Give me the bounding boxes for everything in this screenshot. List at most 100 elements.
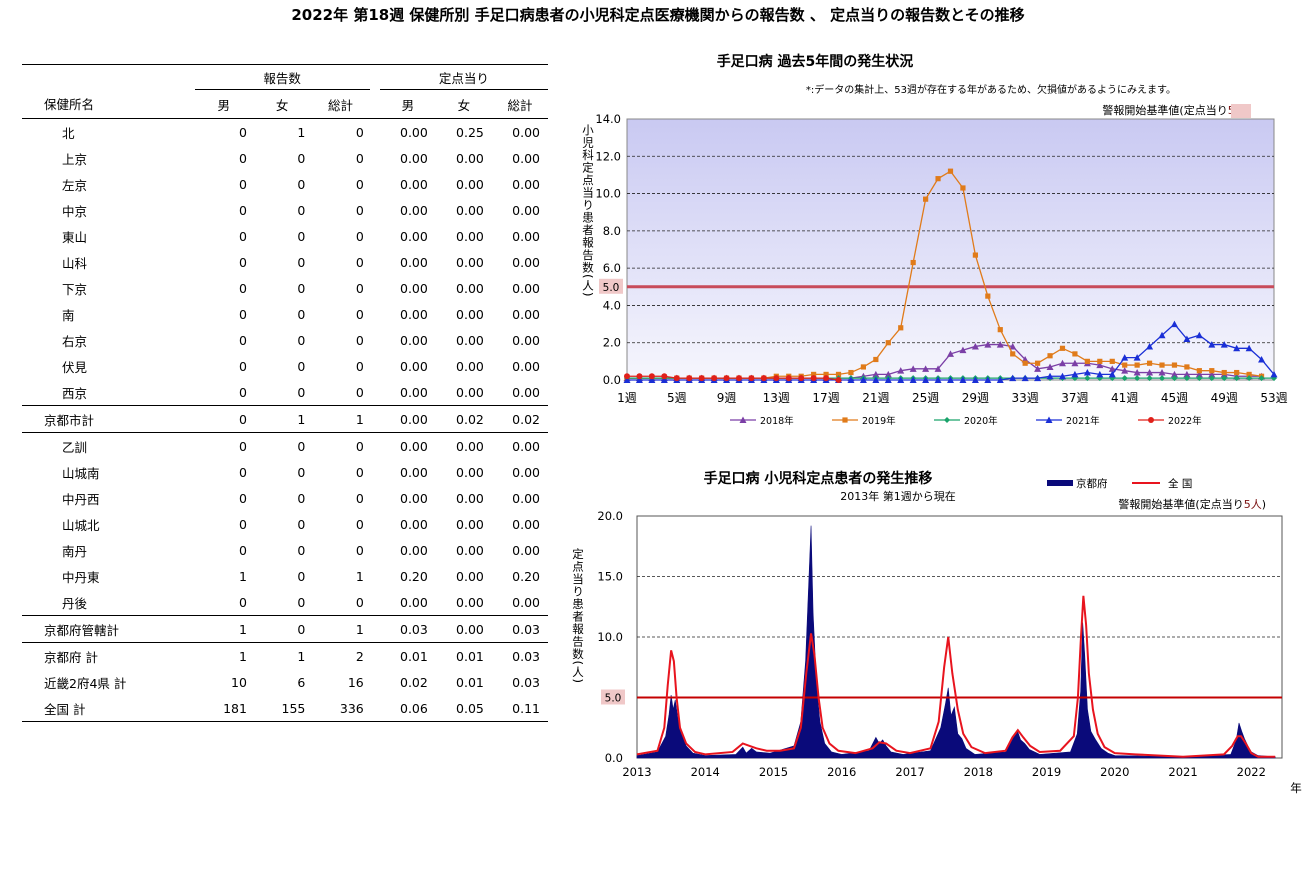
y-axis-label: 定点当り患者報告数(人) [571, 547, 585, 684]
cell-value: 0 [297, 516, 306, 532]
cell-value: 0.00 [456, 542, 484, 558]
cell-value: 0 [297, 490, 306, 506]
cell-value: 0.03 [512, 621, 540, 637]
data-point [660, 376, 668, 383]
data-point [1146, 360, 1153, 366]
column-header: 総計 [507, 97, 533, 113]
data-point [1208, 341, 1216, 348]
data-point [624, 373, 630, 380]
x-tick-label: 53週 [1260, 391, 1287, 405]
x-axis-label: 年 [1290, 781, 1302, 795]
x-tick-label: 17週 [812, 391, 839, 405]
x-tick-label: 1週 [617, 391, 637, 405]
legend-label: 2020年 [964, 415, 998, 427]
cell-value: 0 [239, 254, 247, 270]
table-row: 近畿2府4県 計 10 6 16 0.02 0.01 0.03 [22, 669, 548, 695]
y-tick-label: 6.0 [603, 261, 621, 275]
cell-value: 0 [297, 306, 306, 322]
data-point [1233, 344, 1241, 352]
cell-value: 0.00 [512, 438, 540, 454]
data-point [1170, 370, 1178, 378]
cell-value: 0.00 [400, 332, 428, 348]
cell-value: 0.00 [512, 254, 540, 270]
cell-value: 0.00 [512, 202, 540, 218]
cell-value: 0.00 [512, 228, 540, 244]
data-point [810, 375, 817, 382]
data-point [947, 350, 954, 357]
data-point [698, 375, 705, 382]
legend-label: 2018年 [760, 415, 794, 427]
data-point [760, 375, 767, 382]
y-tick-label: 14.0 [595, 112, 621, 126]
cell-value: 0 [355, 516, 364, 532]
data-point [1097, 358, 1103, 364]
data-point [1183, 370, 1191, 378]
column-header: 保健所名 [44, 97, 95, 113]
data-point [1009, 374, 1017, 382]
data-point [885, 340, 891, 346]
cell-value: 0 [239, 464, 247, 480]
x-tick-label: 45週 [1161, 391, 1188, 405]
x-tick-label: 21週 [862, 391, 889, 405]
table-row: 山城北 0 0 0 0.00 0.00 0.00 [22, 511, 548, 537]
cell-value: 0 [297, 254, 306, 270]
data-point [1159, 375, 1166, 382]
station-name: 西京 [62, 385, 88, 401]
cell-value: 0.00 [400, 438, 428, 454]
data-point [971, 342, 979, 350]
chart-title: 手足口病 小児科定点患者の発生推移 [704, 470, 933, 487]
cell-value: 1 [239, 621, 247, 637]
column-header: 総計 [328, 97, 354, 113]
cell-value: 0 [239, 332, 247, 348]
data-point [1009, 342, 1017, 350]
data-point [1046, 372, 1054, 380]
station-name: 右京 [62, 333, 88, 349]
legend-item: 2022年 [1138, 415, 1202, 427]
data-point [635, 376, 643, 383]
x-tick-label: 41週 [1111, 391, 1138, 405]
cell-value: 0.03 [512, 674, 540, 690]
data-point [860, 364, 867, 370]
data-point [1170, 320, 1178, 328]
legend-label: 2021年 [1066, 415, 1100, 427]
legend-label: 京都府 [1076, 477, 1108, 490]
data-point [972, 252, 978, 258]
x-tick-label: 9週 [717, 391, 737, 405]
data-point [735, 375, 742, 382]
cell-value: 0.00 [512, 150, 540, 166]
data-point [1208, 375, 1215, 382]
cell-value: 0 [355, 332, 364, 348]
station-name: 左京 [62, 177, 88, 193]
cell-value: 0 [239, 228, 247, 244]
cell-value: 0.00 [456, 254, 484, 270]
cell-value: 0.00 [456, 176, 484, 192]
data-point [1021, 374, 1029, 382]
data-point [723, 375, 730, 382]
cell-value: 0.00 [400, 150, 428, 166]
data-point [984, 341, 992, 348]
cell-value: 0.00 [400, 124, 428, 140]
data-point [1183, 375, 1190, 382]
cell-value: 0.03 [400, 621, 428, 637]
data-point [1133, 354, 1141, 361]
data-point [773, 375, 780, 382]
cell-value: 1 [297, 124, 306, 140]
station-name: 上京 [62, 151, 88, 167]
table-row: 西京 0 0 0 0.00 0.00 0.00 [22, 379, 548, 406]
cell-value: 0.00 [456, 332, 484, 348]
data-point [959, 346, 967, 354]
y-tick-label: 20.0 [597, 509, 623, 523]
data-point [686, 375, 693, 382]
cell-value: 0.00 [456, 516, 484, 532]
data-point [947, 376, 954, 383]
station-name: 北 [62, 125, 75, 141]
cell-value: 0 [239, 358, 247, 374]
cell-value: 0 [239, 280, 247, 296]
cell-value: 0 [355, 542, 364, 558]
x-tick-label: 2022 [1237, 765, 1266, 779]
series-京都府 [636, 525, 1276, 759]
x-tick-label: 2018 [964, 765, 993, 779]
cell-value: 0 [355, 124, 364, 140]
threshold-caption: 警報開始基準値(定点当り5人) [1118, 497, 1266, 511]
cell-value: 0.00 [512, 332, 540, 348]
